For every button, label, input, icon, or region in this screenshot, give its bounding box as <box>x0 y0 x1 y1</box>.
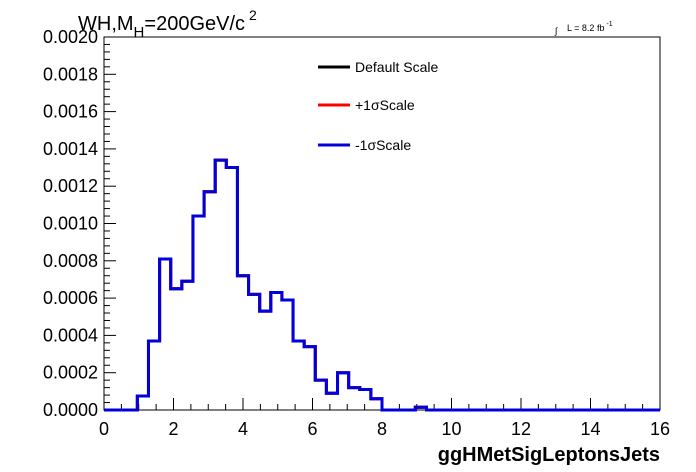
y-tick-label: 0.0016 <box>43 102 98 122</box>
x-tick-label: 4 <box>238 419 248 439</box>
x-tick-label: 16 <box>650 419 670 439</box>
x-tick-label: 2 <box>168 419 178 439</box>
series-layer <box>104 158 660 412</box>
x-tick-label: 6 <box>307 419 317 439</box>
axes-layer: 0.0000 0.0002 0.0004 0.0006 0.0008 0.0010 0.00… <box>43 27 670 439</box>
y-tick-label: 0.0018 <box>43 64 98 84</box>
x-axis-label: ggHMetSigLeptonsJets <box>438 444 660 466</box>
y-tick-label: 0.0010 <box>43 214 98 234</box>
y-tick-label: 0.0020 <box>43 27 98 47</box>
legend-label-default: Default Scale <box>355 59 438 75</box>
y-tick-label: 0.0000 <box>43 400 98 420</box>
y-tick-label: 0.0004 <box>43 325 98 345</box>
luminosity-text: L = 8.2 fb <box>567 23 604 33</box>
y-tick-label: 0.0014 <box>43 139 98 159</box>
series-line-plus1sigma <box>104 158 660 412</box>
luminosity-label: L = 8.2 fb -1 <box>567 21 613 33</box>
plot-frame <box>103 36 661 411</box>
y-tick-label: 0.0008 <box>43 251 98 271</box>
y-tick-label: 0.0012 <box>43 176 98 196</box>
series-line-default <box>104 158 660 412</box>
x-tick-label: 10 <box>441 419 461 439</box>
x-tick-label: 0 <box>99 419 109 439</box>
legend-label-minus1sigma: -1σScale <box>355 137 411 153</box>
y-tick-label: 0.0002 <box>43 363 98 383</box>
x-tick-label: 12 <box>511 419 531 439</box>
x-tick-label: 8 <box>377 419 387 439</box>
luminosity-superscript: -1 <box>606 21 612 28</box>
legend-label-plus1sigma: +1σScale <box>355 97 415 113</box>
chart-title-rest: =200GeV/c <box>144 13 245 35</box>
chart-title-subscript: H <box>134 24 145 41</box>
y-tick-label: 0.0006 <box>43 288 98 308</box>
chart-title-superscript: 2 <box>249 7 257 23</box>
series-line-minus1sigma <box>104 158 660 412</box>
chart-title: WH,MH=200GeV/c 2 <box>78 7 257 41</box>
chart-title-main: WH,M <box>78 13 134 35</box>
legend: Default Scale +1σScale -1σScale <box>318 59 438 153</box>
x-tick-label: 14 <box>580 419 600 439</box>
integral-symbol: ∫ <box>554 26 559 36</box>
